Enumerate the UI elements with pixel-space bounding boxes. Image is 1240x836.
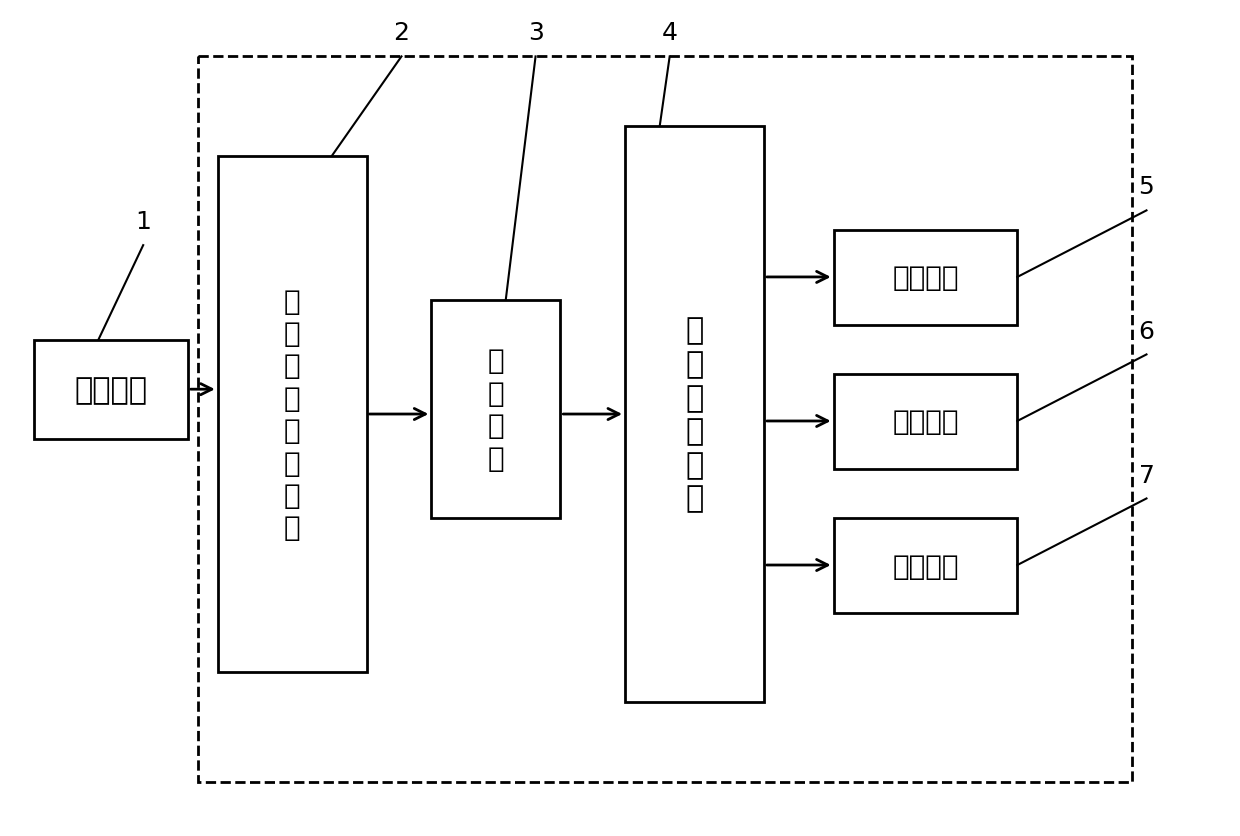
Text: 报警模块: 报警模块: [893, 552, 959, 580]
Text: 采
集
模
块: 采 集 模 块: [487, 347, 505, 472]
Bar: [33, 340, 188, 440]
Text: 电源模块: 电源模块: [74, 375, 148, 404]
Bar: [833, 518, 1017, 613]
Text: 4: 4: [662, 22, 678, 45]
Bar: [198, 58, 1132, 782]
Bar: [218, 156, 367, 672]
Text: 3: 3: [528, 22, 543, 45]
Text: 直
线
位
移
传
感
模
块: 直 线 位 移 传 感 模 块: [284, 288, 300, 542]
Bar: [833, 231, 1017, 325]
Text: 5: 5: [1138, 176, 1154, 199]
Text: 7: 7: [1138, 463, 1154, 487]
Text: 存储模块: 存储模块: [893, 264, 959, 292]
Text: 2: 2: [393, 22, 409, 45]
Text: 显示模块: 显示模块: [893, 408, 959, 436]
Text: 中
央
处
理
模
块: 中 央 处 理 模 块: [686, 316, 703, 513]
Text: 6: 6: [1138, 319, 1154, 343]
Bar: [432, 300, 560, 518]
Text: 1: 1: [135, 210, 151, 234]
Bar: [833, 375, 1017, 469]
Bar: [625, 127, 764, 702]
